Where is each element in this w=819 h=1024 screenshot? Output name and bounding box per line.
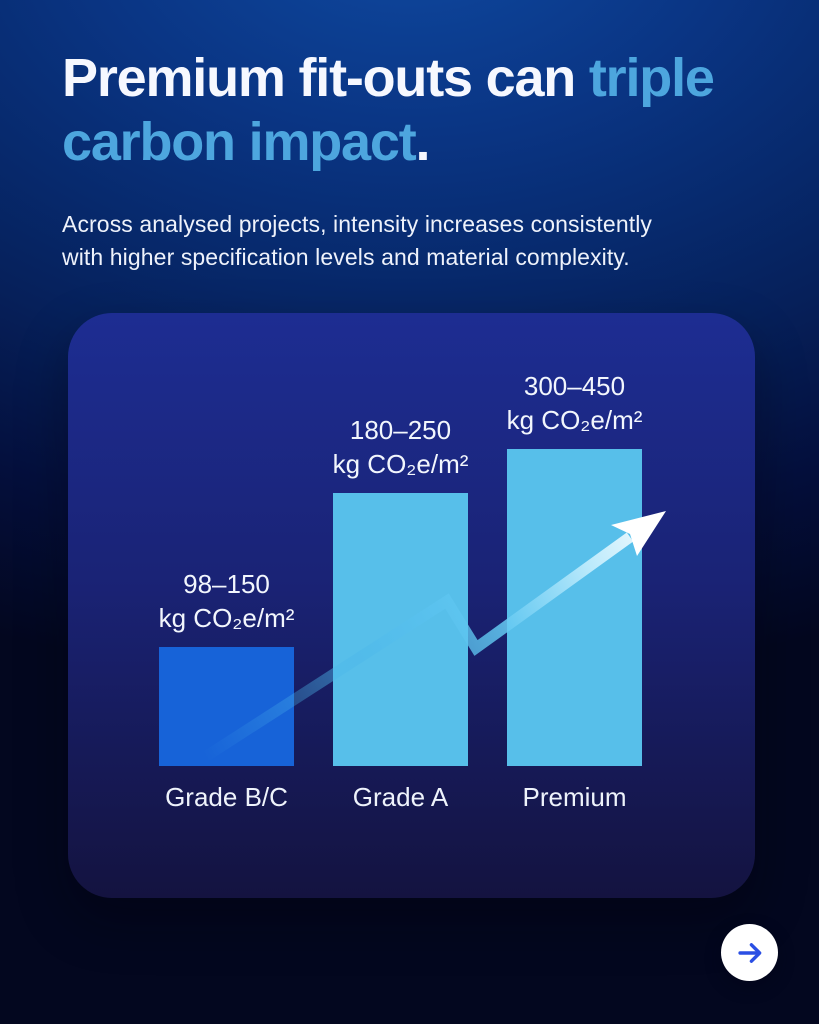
bar-group-grade-bc: 98–150 kg CO₂e/m² Grade B/C — [159, 567, 295, 812]
bar-value-label: 300–450 kg CO₂e/m² — [507, 369, 643, 437]
bar-premium — [507, 449, 642, 766]
subtitle-line2: with higher specification levels and mat… — [62, 244, 630, 270]
bar-grade-bc — [159, 647, 294, 766]
bar-category-label: Grade B/C — [165, 782, 288, 812]
bar-category-label: Grade A — [352, 782, 449, 812]
title-line2-accent: carbon impact — [62, 112, 417, 172]
arrow-right-icon — [737, 942, 761, 963]
next-button[interactable] — [721, 924, 778, 981]
bar-unit: kg CO₂e/m² — [506, 405, 643, 435]
bar-group-grade-a: 180–250 kg CO₂e/m² Grade A — [333, 413, 469, 812]
header: Premium fit-outs can triple carbon impact… — [62, 46, 762, 274]
bar-grade-a — [333, 493, 468, 766]
bar-range: 180–250 — [349, 415, 452, 445]
bar-value-label: 180–250 kg CO₂e/m² — [333, 413, 469, 481]
bar-range: 300–450 — [523, 371, 626, 401]
bar-value-label: 98–150 kg CO₂e/m² — [159, 567, 295, 635]
title-line2-period: . — [415, 112, 431, 172]
page-title: Premium fit-outs can triple carbon impact… — [62, 46, 762, 174]
bar-unit: kg CO₂e/m² — [158, 603, 295, 633]
bar-category-label: Premium — [522, 782, 627, 812]
bar-unit: kg CO₂e/m² — [332, 449, 469, 479]
bar-range: 98–150 — [183, 569, 270, 599]
title-line1-accent: triple — [588, 48, 715, 108]
bar-group-premium: 300–450 kg CO₂e/m² Premium — [507, 369, 643, 812]
subtitle-line1: Across analysed projects, intensity incr… — [62, 211, 653, 237]
chart-panel: 98–150 kg CO₂e/m² Grade B/C 180–250 kg CO₂… — [68, 313, 755, 898]
subtitle: Across analysed projects, intensity incr… — [62, 208, 762, 274]
title-line1-white: Premium fit-outs can — [62, 48, 589, 108]
